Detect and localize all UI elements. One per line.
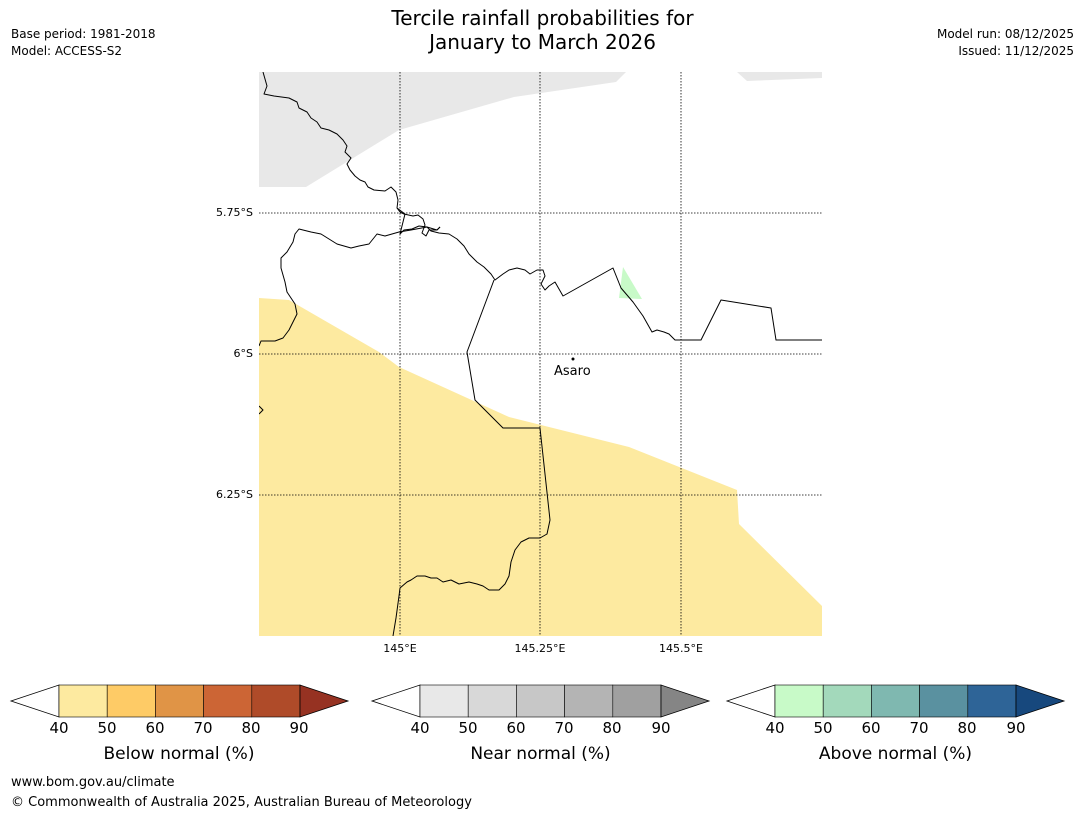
cb1-tick-90: 90 xyxy=(289,719,309,737)
colorbar-3-over-triangle xyxy=(1015,684,1066,718)
lat-label-6: 6°S xyxy=(233,347,253,360)
colorbar-3-segment-2 xyxy=(822,684,872,718)
colorbar-1-segment-5 xyxy=(251,684,301,718)
below-normal-region xyxy=(259,298,822,636)
cb3-tick-80: 80 xyxy=(957,719,977,737)
cb1-tick-60: 60 xyxy=(145,719,165,737)
cb1-tick-40: 40 xyxy=(49,719,69,737)
near-normal-region-right xyxy=(737,72,822,81)
colorbar-above-normal-label: Above normal (%) xyxy=(818,744,973,764)
colorbar-1-segment-3 xyxy=(155,684,204,718)
colorbar-3-segment-5 xyxy=(967,684,1017,718)
border-northwest xyxy=(259,226,441,347)
colorbar-1-under-triangle xyxy=(9,684,60,718)
colorbar-near-normal-label: Near normal (%) xyxy=(470,744,611,764)
lat-label-6-25: 6.25°S xyxy=(216,488,253,501)
base-period: Base period: 1981-2018 xyxy=(11,27,156,41)
cb1-tick-70: 70 xyxy=(193,719,213,737)
cb3-tick-90: 90 xyxy=(1006,719,1026,737)
colorbar-3-segment-3 xyxy=(871,684,920,718)
colorbar-2-segment-3 xyxy=(516,684,565,718)
title-line-2: January to March 2026 xyxy=(429,30,656,54)
colorbar-2-segment-2 xyxy=(467,684,517,718)
cb2-tick-50: 50 xyxy=(458,719,478,737)
colorbar-1-segment-4 xyxy=(203,684,253,718)
border-west-edge xyxy=(259,405,264,415)
lon-label-145-5: 145.5°E xyxy=(659,642,703,655)
colorbar-3-segment-1 xyxy=(774,684,824,718)
lon-label-145-25: 145.25°E xyxy=(514,642,566,655)
colorbar-2-under-triangle xyxy=(370,684,421,718)
colorbar-below-normal-label: Below normal (%) xyxy=(103,744,255,764)
map xyxy=(259,72,822,636)
meta-left: Base period: 1981-2018 Model: ACCESS-S2 xyxy=(11,26,156,60)
model-name: Model: ACCESS-S2 xyxy=(11,44,123,58)
cb3-tick-70: 70 xyxy=(909,719,929,737)
lon-label-145: 145°E xyxy=(383,642,417,655)
footer-website: www.bom.gov.au/climate xyxy=(11,775,175,790)
title-line-1: Tercile rainfall probabilities for xyxy=(391,6,694,30)
model-run: Model run: 08/12/2025 xyxy=(936,27,1074,41)
above-normal-region xyxy=(619,267,642,299)
cb1-tick-50: 50 xyxy=(97,719,117,737)
colorbar-3-segment-4 xyxy=(919,684,969,718)
cb2-tick-60: 60 xyxy=(506,719,526,737)
province-borders xyxy=(259,72,822,636)
cb3-tick-40: 40 xyxy=(765,719,785,737)
colorbar-2-segment-4 xyxy=(564,684,614,718)
border-north xyxy=(262,72,441,237)
border-central xyxy=(396,207,822,341)
colorbar-2-segment-1 xyxy=(419,684,469,718)
cb3-tick-50: 50 xyxy=(813,719,833,737)
cb1-tick-80: 80 xyxy=(241,719,261,737)
colorbars xyxy=(9,684,1066,718)
cb2-tick-90: 90 xyxy=(651,719,671,737)
cb2-tick-80: 80 xyxy=(602,719,622,737)
asaro-marker xyxy=(571,357,575,361)
cb2-tick-40: 40 xyxy=(410,719,430,737)
issued-date: Issued: 11/12/2025 xyxy=(958,44,1074,58)
meta-right: Model run: 08/12/2025 Issued: 11/12/2025 xyxy=(937,26,1074,60)
lat-label-5-75: 5.75°S xyxy=(216,206,253,219)
footer-copyright: © Commonwealth of Australia 2025, Austra… xyxy=(11,795,472,810)
colorbar-1-over-triangle xyxy=(299,684,350,718)
cb2-tick-70: 70 xyxy=(554,719,574,737)
border-west-loop xyxy=(392,279,551,636)
colorbar-1-segment-2 xyxy=(106,684,156,718)
cb3-tick-60: 60 xyxy=(861,719,881,737)
colorbar-2-over-triangle xyxy=(660,684,711,718)
place-label-asaro: Asaro xyxy=(554,364,591,379)
colorbar-2-segment-5 xyxy=(612,684,662,718)
graticule xyxy=(259,72,822,636)
colorbar-3-under-triangle xyxy=(725,684,776,718)
map-title: Tercile rainfall probabilities for Janua… xyxy=(0,6,1085,54)
colorbar-1-segment-1 xyxy=(58,684,108,718)
